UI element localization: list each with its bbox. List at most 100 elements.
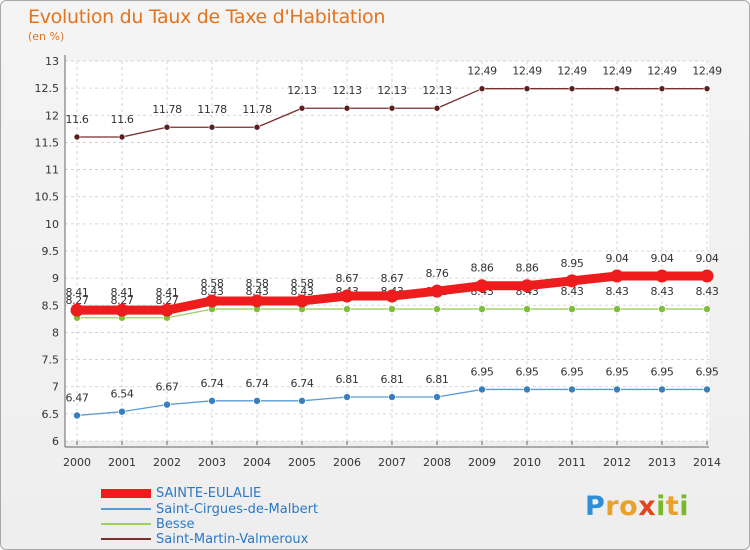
data-point-sainte-eulalie xyxy=(115,303,129,317)
data-point-saint-martin-valmeroux xyxy=(343,104,351,112)
legend-item-sainte-eulalie[interactable]: SAINTE-EULALIE xyxy=(101,485,261,501)
data-label-sainte-eulalie: 8.58 xyxy=(246,277,269,290)
data-point-saint-martin-valmeroux xyxy=(388,104,396,112)
data-point-sainte-eulalie xyxy=(385,289,399,303)
y-tick-label: 6 xyxy=(52,435,59,448)
data-label-sainte-eulalie: 9.04 xyxy=(696,252,719,265)
data-point-besse xyxy=(523,305,531,313)
data-label-saint-cirgues-de-malbert: 6.95 xyxy=(696,365,719,378)
data-point-saint-martin-valmeroux xyxy=(163,123,171,131)
data-point-saint-cirgues-de-malbert xyxy=(208,397,216,405)
y-tick-label: 11.5 xyxy=(35,136,60,149)
logo-letter: i xyxy=(656,491,666,522)
data-label-saint-cirgues-de-malbert: 6.95 xyxy=(606,365,629,378)
x-tick-label: 2012 xyxy=(603,456,631,469)
data-point-saint-martin-valmeroux xyxy=(298,104,306,112)
data-point-sainte-eulalie xyxy=(520,279,534,293)
data-point-saint-cirgues-de-malbert xyxy=(478,385,486,394)
proxiti-logo: Proxiti xyxy=(585,491,689,522)
data-point-sainte-eulalie xyxy=(250,294,264,308)
data-label-saint-martin-valmeroux: 12.49 xyxy=(647,65,677,78)
data-point-saint-cirgues-de-malbert xyxy=(343,393,351,401)
data-point-saint-cirgues-de-malbert xyxy=(118,407,126,416)
data-label-saint-cirgues-de-malbert: 6.81 xyxy=(381,373,404,386)
data-point-saint-cirgues-de-malbert xyxy=(433,393,441,401)
data-label-saint-martin-valmeroux: 11.6 xyxy=(111,113,134,126)
y-tick-label: 12 xyxy=(45,109,59,122)
data-label-besse: 8.43 xyxy=(291,285,314,298)
data-label-besse: 8.43 xyxy=(246,285,269,298)
data-point-sainte-eulalie xyxy=(700,269,714,283)
y-tick-label: 9 xyxy=(52,272,59,285)
data-point-saint-cirgues-de-malbert xyxy=(523,385,531,394)
legend-item-saint-cirgues-de-malbert[interactable]: Saint-Cirgues-de-Malbert xyxy=(101,501,318,517)
data-point-saint-cirgues-de-malbert xyxy=(658,385,666,394)
data-label-saint-martin-valmeroux: 11.78 xyxy=(242,103,272,116)
y-tick-label: 8.5 xyxy=(42,299,60,312)
y-tick-label: 7.5 xyxy=(42,354,60,367)
data-label-besse: 8.43 xyxy=(561,285,584,298)
x-tick-label: 2007 xyxy=(378,456,406,469)
data-label-besse: 8.43 xyxy=(201,285,224,298)
data-label-saint-martin-valmeroux: 12.13 xyxy=(332,84,362,97)
data-label-sainte-eulalie: 9.04 xyxy=(651,252,674,265)
y-tick-label: 10 xyxy=(45,218,59,231)
y-tick-label: 6.5 xyxy=(42,408,60,421)
data-point-sainte-eulalie xyxy=(610,269,624,283)
data-label-sainte-eulalie: 8.67 xyxy=(381,272,404,285)
logo-letter: o xyxy=(619,491,639,522)
legend-label: Saint-Martin-Valmeroux xyxy=(156,531,309,547)
data-point-besse xyxy=(703,305,711,313)
x-tick-label: 2006 xyxy=(333,456,361,469)
data-label-saint-martin-valmeroux: 12.49 xyxy=(602,65,632,78)
x-tick-label: 2010 xyxy=(513,456,541,469)
data-label-saint-cirgues-de-malbert: 6.81 xyxy=(426,373,449,386)
data-label-sainte-eulalie: 8.58 xyxy=(291,277,314,290)
x-tick-label: 2000 xyxy=(63,456,91,469)
unit-label: (en %) xyxy=(28,30,65,43)
logo-letter: i xyxy=(679,491,690,522)
data-point-besse xyxy=(478,305,486,313)
legend-label: Saint-Cirgues-de-Malbert xyxy=(156,501,319,517)
data-label-sainte-eulalie: 8.41 xyxy=(156,286,179,299)
data-point-saint-cirgues-de-malbert xyxy=(613,385,621,394)
y-tick-label: 12.5 xyxy=(35,82,60,95)
data-point-sainte-eulalie xyxy=(475,279,489,293)
data-label-saint-cirgues-de-malbert: 6.95 xyxy=(471,365,494,378)
data-point-sainte-eulalie xyxy=(565,274,579,288)
legend-item-saint-martin-valmeroux[interactable]: Saint-Martin-Valmeroux xyxy=(101,531,308,547)
data-point-sainte-eulalie xyxy=(430,284,444,298)
data-label-besse: 8.43 xyxy=(606,285,629,298)
data-label-saint-cirgues-de-malbert: 6.74 xyxy=(246,377,269,390)
data-point-besse xyxy=(388,305,396,313)
y-tick-label: 11 xyxy=(45,164,59,177)
data-label-besse: 8.43 xyxy=(696,285,719,298)
data-point-besse xyxy=(433,305,441,313)
data-point-saint-martin-valmeroux xyxy=(73,133,81,141)
data-label-saint-martin-valmeroux: 11.6 xyxy=(66,113,89,126)
data-label-saint-martin-valmeroux: 11.78 xyxy=(197,103,227,116)
y-tick-label: 13 xyxy=(45,55,59,68)
data-point-sainte-eulalie xyxy=(295,294,309,308)
data-label-saint-martin-valmeroux: 12.13 xyxy=(287,84,317,97)
logo-letter: t xyxy=(665,491,680,522)
data-label-saint-cirgues-de-malbert: 6.67 xyxy=(156,381,179,394)
legend-label: Besse xyxy=(156,516,195,532)
data-point-sainte-eulalie xyxy=(340,289,354,303)
data-point-saint-martin-valmeroux xyxy=(253,123,261,131)
x-tick-label: 2002 xyxy=(153,456,181,469)
x-tick-label: 2014 xyxy=(693,456,721,469)
x-tick-label: 2008 xyxy=(423,456,451,469)
data-label-sainte-eulalie: 8.41 xyxy=(66,286,89,299)
data-label-saint-cirgues-de-malbert: 6.95 xyxy=(561,365,584,378)
data-point-saint-martin-valmeroux xyxy=(208,123,216,131)
data-point-sainte-eulalie xyxy=(655,269,669,283)
y-tick-label: 8 xyxy=(52,326,59,339)
legend-item-besse[interactable]: Besse xyxy=(101,516,194,532)
data-point-saint-cirgues-de-malbert xyxy=(253,397,261,405)
data-label-saint-martin-valmeroux: 12.13 xyxy=(422,84,452,97)
data-label-saint-cirgues-de-malbert: 6.95 xyxy=(516,365,539,378)
data-label-besse: 8.27 xyxy=(111,294,134,307)
